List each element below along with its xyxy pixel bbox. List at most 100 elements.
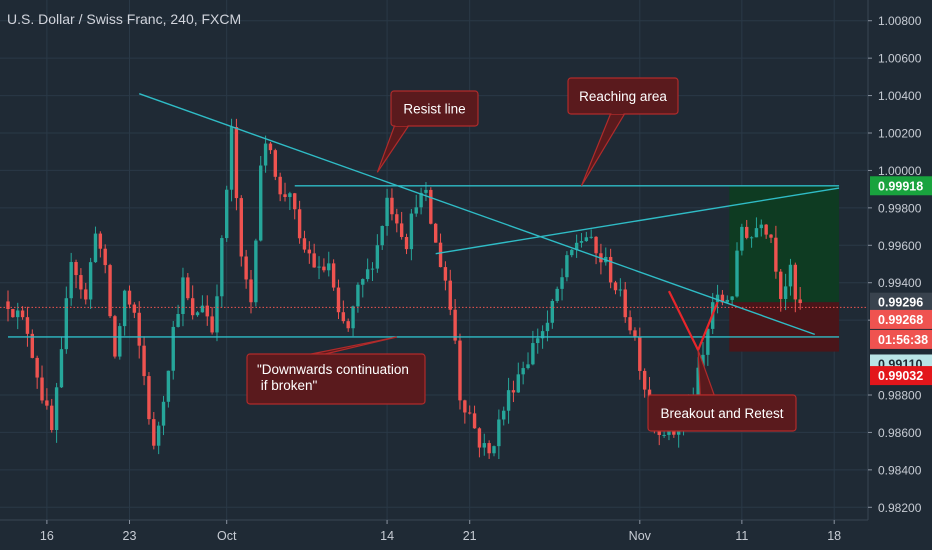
- candle-bullish: [584, 237, 589, 242]
- candle-bullish: [701, 354, 705, 368]
- candle-bearish: [190, 298, 195, 316]
- candle-bearish: [268, 143, 273, 151]
- candle-bearish: [390, 197, 394, 215]
- candle-bullish: [375, 245, 380, 269]
- callout-text-line: Breakout and Retest: [660, 406, 783, 421]
- candle-bullish: [725, 299, 729, 303]
- time-tick-label: Oct: [217, 529, 237, 543]
- candle-bullish: [229, 127, 234, 190]
- price-tag-stop: [870, 366, 932, 386]
- candle-bearish: [793, 264, 798, 300]
- time-tick-label: 14: [380, 529, 394, 543]
- time-axis[interactable]: 16 23 Oct 14 21 Nov 11 18: [0, 519, 868, 550]
- candle-bearish: [278, 176, 282, 195]
- candle-bullish: [492, 446, 496, 454]
- trendlines: [0, 93, 868, 338]
- candle-bullish: [565, 255, 569, 278]
- candle-bearish: [84, 289, 88, 300]
- candle-bullish: [536, 338, 540, 344]
- price-axis[interactable]: 1.00800 1.00600 1.00400 1.00200 1.00000 0.998…: [867, 0, 932, 550]
- candle-bullish: [225, 189, 229, 239]
- candle-bullish: [200, 305, 205, 313]
- candle-bearish: [137, 312, 141, 346]
- price-tick-label: 1.00600: [878, 52, 922, 66]
- callout-joint: [312, 355, 325, 357]
- callout-box: [390, 90, 479, 127]
- time-tick-label: 18: [827, 529, 841, 543]
- time-tick-label: 21: [463, 529, 477, 543]
- candle-bearish: [774, 237, 778, 272]
- annotations: Resist line Reaching area "Downwards conti…: [246, 77, 797, 432]
- callout-text: Resist line: [403, 102, 465, 117]
- annotation-callout: "Downwards continuation if broken": [246, 336, 426, 405]
- candle-bearish: [6, 301, 10, 309]
- candle-bearish: [438, 242, 443, 268]
- candle-bullish: [69, 262, 73, 299]
- callout-text-line: if broken": [257, 378, 318, 393]
- candle-bearish: [40, 377, 44, 401]
- price-tag-text: 0.99032: [878, 369, 923, 383]
- callout-text-line: Reaching area: [579, 89, 667, 104]
- candle-bearish: [307, 249, 312, 254]
- callout-text-line: Resist line: [403, 102, 465, 117]
- candle-bearish: [30, 333, 34, 358]
- candle-bullish: [715, 294, 720, 303]
- price-tag-entry: [870, 292, 932, 312]
- candle-bullish: [54, 387, 59, 431]
- candle-bullish: [259, 165, 263, 241]
- callout-joint: [611, 112, 624, 114]
- candle-bullish: [749, 237, 754, 239]
- annotation-callout: Breakout and Retest: [647, 349, 797, 432]
- candle-bullish: [754, 228, 759, 238]
- price-tag-text: 0.99268: [878, 313, 923, 327]
- candle-bullish: [365, 269, 370, 280]
- candle-bearish: [341, 312, 346, 322]
- candle-bearish: [186, 277, 190, 299]
- candle-bearish: [613, 282, 618, 291]
- candle-bearish: [25, 317, 30, 334]
- candle-bullish: [574, 242, 579, 250]
- candle-bearish: [511, 390, 516, 393]
- trendline-descending-resistance: [138, 93, 815, 336]
- callout-joint: [701, 396, 714, 398]
- candle-bearish: [346, 321, 350, 329]
- candle-bearish: [458, 340, 462, 401]
- candle-bearish: [293, 193, 297, 210]
- candle-bearish: [453, 309, 457, 341]
- candle-bearish: [487, 443, 491, 454]
- candle-bearish: [244, 256, 248, 280]
- candle-bullish: [759, 224, 763, 229]
- callout-box: [647, 394, 797, 432]
- candle-bearish: [477, 428, 482, 448]
- candle-bullish: [64, 298, 69, 350]
- candle-bearish: [108, 265, 112, 317]
- callout-text: Reaching area: [579, 89, 667, 104]
- price-axis-background: [868, 0, 932, 550]
- time-axis-background: [0, 520, 868, 550]
- candle-bearish: [205, 305, 209, 317]
- price-tick-label: 1.00400: [878, 89, 922, 103]
- candle-bullish: [696, 367, 700, 400]
- candle-bearish: [103, 248, 107, 266]
- candle-bullish: [482, 443, 486, 448]
- callout-joint: [395, 124, 408, 126]
- candle-bearish: [312, 253, 316, 268]
- annotation-callout: Reaching area: [567, 77, 679, 187]
- candle-bearish: [638, 337, 642, 371]
- candle-bullish: [220, 238, 224, 297]
- time-tick-label: Nov: [629, 529, 652, 543]
- chart-title: U.S. Dollar / Swiss Franc, 240, FXCM: [7, 11, 241, 27]
- price-tag-text: 0.99296: [878, 296, 923, 310]
- candle-bullish: [730, 296, 734, 300]
- candle-bullish: [735, 250, 739, 297]
- time-tick-label: 11: [735, 529, 748, 543]
- candle-bearish: [633, 330, 637, 338]
- candle-bullish: [93, 233, 98, 263]
- position-zones: [729, 185, 840, 352]
- time-tick-label: 23: [123, 529, 137, 543]
- candle-bearish: [429, 189, 433, 224]
- candle-bullish: [424, 189, 428, 193]
- candle-bearish: [443, 267, 448, 281]
- candle-bullish: [550, 301, 555, 323]
